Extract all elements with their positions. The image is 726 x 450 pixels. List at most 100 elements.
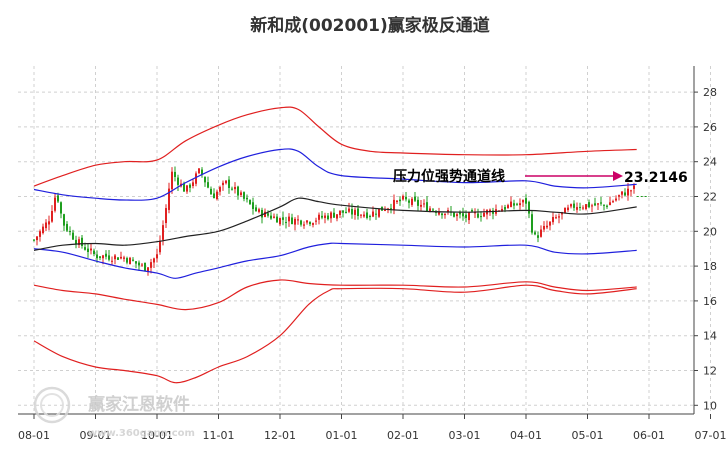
candle-body [624,192,626,196]
candle-body [378,208,380,217]
candle-body [183,183,185,192]
candle-body [369,216,371,218]
candle-body [60,202,62,214]
candle-body [375,213,377,215]
candle-body [492,210,494,214]
candle-body [84,247,86,250]
candle-body [198,168,200,174]
candle-body [534,232,536,235]
candle-body [477,213,479,218]
candle-body [525,198,527,204]
candle-body [105,253,107,257]
candle-body [540,229,542,237]
candle-body [417,199,419,206]
candle-body [156,254,158,259]
watermark: 赢家江恩软件 www.360gann.com [33,386,195,439]
candle-body [555,217,557,219]
candle-body [285,222,287,224]
candle-body [273,216,275,218]
candle-body [591,205,593,207]
candle-body [261,209,263,218]
candle-body [546,225,548,228]
candle-body [195,173,197,184]
candle-body [429,208,431,212]
candle-body [522,199,524,203]
candle-body [573,203,575,208]
candle-body [333,212,335,218]
candle-body [432,209,434,211]
candle-body [354,209,356,215]
candle-body [327,215,329,220]
candle-body [372,211,374,217]
candle-body [606,205,608,207]
candle-body [519,203,521,206]
candle-body [111,260,113,262]
candle-body [204,176,206,183]
candle-body [489,209,491,213]
candle-body [408,200,410,203]
candle-body [108,255,110,260]
channel-line-5 [33,242,637,279]
candle-body [33,239,35,241]
candle-body [552,217,554,223]
candle-body [174,171,176,177]
candle-body [414,196,416,201]
candle-body [351,209,353,215]
watermark-logo-inner-icon [40,393,64,417]
y-tick-label: 16 [703,295,717,308]
y-tick-label: 12 [703,365,717,378]
candle-body [621,191,623,195]
candle-body [558,216,560,218]
candle-body [186,185,188,192]
candle-body [141,264,143,266]
candle-body [165,208,167,223]
x-tick-label: 02-01 [387,429,419,442]
candle-body [594,203,596,206]
y-axis: 10 12 14 16 18 20 22 24 26 28 [693,66,717,414]
x-tick-label: 09-01 [80,429,112,442]
candle-body [501,208,503,212]
candle-body [240,192,242,196]
candle-body [609,202,611,206]
candle-body [57,195,59,202]
candle-body [210,188,212,195]
channel-line-4 [33,148,637,201]
candle-body [216,191,218,200]
candle-body [258,209,260,212]
channel-lines [33,106,649,384]
y-tick-label: 18 [703,260,717,273]
candle-body [579,206,581,208]
candle-body [510,201,512,207]
candle-body [246,197,248,200]
candle-body [441,213,443,216]
candle-body [48,221,50,225]
candle-body [177,177,179,185]
candle-body [222,182,224,186]
candle-body [315,220,317,222]
y-tick-label: 20 [703,225,717,238]
candle-body [543,226,545,230]
candle-body [459,212,461,215]
x-tick-label: 08-01 [18,429,50,442]
candle-body [312,223,314,225]
candle-body [96,254,98,259]
candle-body [276,216,278,223]
candle-body [288,216,290,222]
x-tick-label: 03-01 [449,429,481,442]
candle-body [234,186,236,190]
candle-body [567,207,569,211]
candle-body [447,210,449,212]
x-axis: 08-01 09-01 10-01 11-01 12-01 01-01 02-01 03-01… [18,413,726,442]
candle-body [603,204,605,206]
candle-body [144,262,146,272]
candle-body [342,210,344,213]
candle-body [426,202,428,212]
x-tick-label: 05-01 [572,429,604,442]
candle-body [453,212,455,217]
candle-body [153,258,155,263]
candle-body [462,213,464,217]
candle-body [588,202,590,208]
candle-body [402,195,404,200]
candle-body [72,232,74,240]
pressure-arrow-head [613,171,623,181]
